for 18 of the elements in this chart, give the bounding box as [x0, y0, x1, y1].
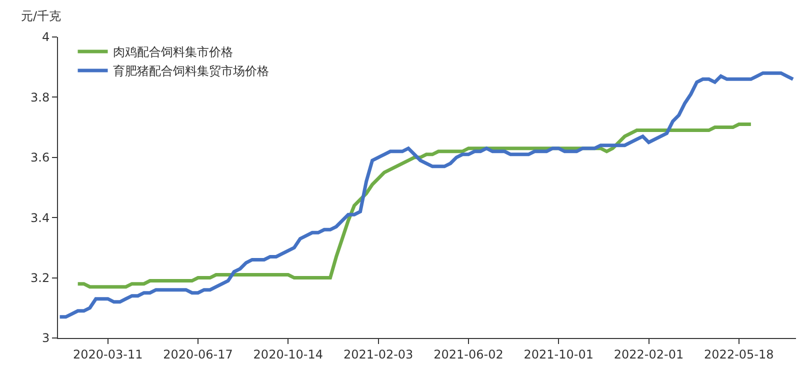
y-tick-label: 3.6	[30, 150, 50, 165]
y-tick-label: 3.8	[30, 90, 50, 104]
x-tick-label: 2020-06-17	[163, 347, 233, 362]
y-tick-label: 3.4	[30, 210, 50, 225]
x-tick-label: 2022-05-18	[704, 347, 774, 362]
x-tick-label: 2020-03-11	[73, 347, 143, 362]
y-tick-label: 3	[42, 331, 50, 346]
x-tick-label: 2020-10-14	[253, 347, 324, 362]
x-tick-label: 2021-06-02	[434, 347, 504, 362]
x-tick-label: 2022-02-01	[614, 347, 684, 362]
y-axis-title: 元/千克	[21, 9, 62, 23]
y-tick-label: 4	[42, 30, 50, 44]
line-series	[76, 122, 753, 289]
legend-label: 育肥猪配合饲料集贸市场价格	[112, 64, 269, 78]
y-tick-label: 3.2	[30, 271, 50, 285]
x-tick-label: 2021-10-01	[524, 347, 594, 362]
legend-label: 肉鸡配合饲料集市价格	[112, 45, 233, 60]
x-tick-label: 2021-02-03	[343, 347, 414, 362]
